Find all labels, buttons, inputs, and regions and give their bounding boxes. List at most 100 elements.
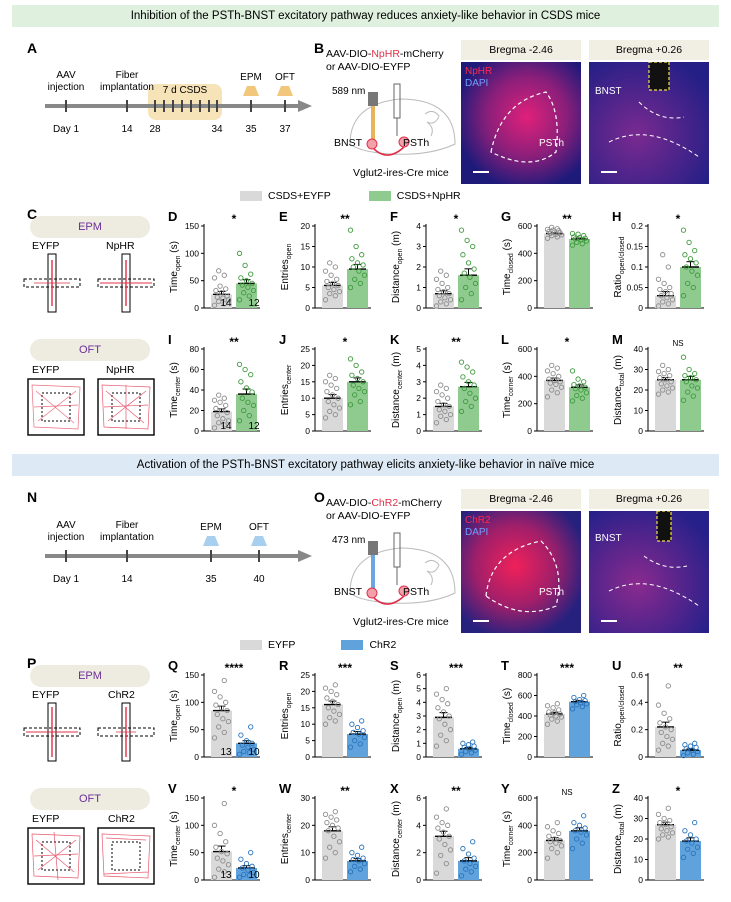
data-point bbox=[332, 375, 338, 382]
micro-title: Bregma +0.26 bbox=[589, 40, 709, 60]
data-point bbox=[221, 800, 227, 807]
data-point bbox=[669, 297, 676, 303]
y-axis-label-main: Distance bbox=[391, 264, 402, 303]
data-point bbox=[445, 284, 451, 291]
data-point bbox=[327, 291, 333, 297]
y-axis-label-sub: open bbox=[397, 698, 404, 714]
y-tick-label: 0.2 bbox=[631, 725, 643, 735]
chart-E: E Entriesopen 0 5 10 15 20 ** bbox=[279, 209, 371, 313]
y-tick-label: 600 bbox=[518, 344, 532, 354]
data-point bbox=[211, 822, 218, 828]
data-point bbox=[682, 252, 688, 258]
significance-label: NS bbox=[561, 788, 572, 797]
y-axis-label: Timeopen (s) bbox=[169, 690, 182, 742]
data-point bbox=[581, 379, 587, 385]
data-point bbox=[445, 395, 451, 401]
data-point bbox=[664, 733, 670, 740]
maze-group: ChR2 bbox=[108, 689, 135, 701]
y-axis-label-sub: center bbox=[175, 376, 182, 396]
data-point bbox=[239, 742, 245, 748]
y-tick-label: 0 bbox=[305, 303, 310, 313]
data-point bbox=[463, 866, 469, 872]
data-point bbox=[332, 411, 338, 418]
data-point bbox=[322, 379, 329, 385]
y-tick-label: 15 bbox=[301, 242, 311, 252]
data-point bbox=[357, 398, 363, 405]
data-point bbox=[443, 272, 449, 278]
chart-F: F Distanceopen (m) 0 1 2 3 4 * bbox=[390, 209, 482, 313]
y-axis-label-sub: total bbox=[619, 821, 626, 835]
bar-treatment bbox=[347, 734, 368, 757]
data-point bbox=[239, 282, 245, 288]
y-axis-label-sub: corner bbox=[508, 825, 515, 846]
data-point bbox=[664, 383, 670, 389]
panel-letter: A bbox=[27, 40, 38, 56]
y-axis-label-main: Entries bbox=[280, 708, 291, 739]
data-point bbox=[440, 709, 447, 715]
data-point bbox=[693, 836, 699, 842]
y-axis-label-unit: (m) bbox=[391, 352, 402, 370]
timeline-arrow bbox=[298, 550, 312, 562]
data-point bbox=[470, 369, 476, 375]
data-point bbox=[325, 705, 331, 711]
data-point bbox=[665, 683, 671, 689]
bar-treatment bbox=[569, 830, 590, 880]
y-tick-label: 400 bbox=[518, 248, 532, 258]
y-tick-label: 200 bbox=[518, 276, 532, 286]
bar-control bbox=[433, 717, 454, 757]
data-point bbox=[349, 256, 355, 262]
legend-label: ChR2 bbox=[369, 639, 397, 651]
y-axis-label-sub: center bbox=[286, 813, 293, 833]
data-point bbox=[241, 290, 247, 296]
significance-label: ** bbox=[229, 335, 239, 349]
y-axis-label-unit: (s) bbox=[169, 690, 180, 704]
panel-letter: Z bbox=[612, 781, 620, 796]
data-point bbox=[658, 381, 664, 387]
bar-treatment bbox=[569, 238, 590, 308]
data-point bbox=[554, 701, 560, 707]
maze-group: EYFP bbox=[32, 689, 60, 701]
y-axis-label: Timecenter (s) bbox=[169, 811, 182, 867]
data-point bbox=[668, 291, 674, 297]
data-point bbox=[218, 290, 225, 296]
data-point bbox=[220, 716, 226, 722]
data-point bbox=[357, 741, 363, 747]
data-point bbox=[217, 694, 223, 700]
data-point bbox=[445, 822, 451, 828]
data-point bbox=[665, 366, 671, 373]
data-point bbox=[436, 716, 442, 722]
legend-bottom: EYFP ChR2 bbox=[240, 639, 396, 651]
data-point bbox=[211, 735, 218, 741]
bar-treatment bbox=[569, 701, 590, 757]
data-point bbox=[657, 819, 663, 826]
data-point bbox=[443, 737, 449, 744]
data-point bbox=[325, 828, 331, 834]
data-point bbox=[661, 370, 667, 377]
panel-letter: S bbox=[390, 658, 399, 673]
y-tick-label: 0 bbox=[638, 875, 643, 885]
data-point bbox=[547, 839, 553, 845]
significance-label: NS bbox=[672, 339, 683, 348]
y-axis-label-main: Distance bbox=[613, 835, 624, 874]
bar-control bbox=[544, 840, 565, 880]
panel-letter: Q bbox=[168, 658, 178, 673]
data-point bbox=[544, 226, 551, 233]
data-point bbox=[655, 303, 662, 309]
panel-letter: K bbox=[390, 332, 400, 347]
data-point bbox=[361, 388, 368, 395]
significance-label: * bbox=[565, 335, 570, 349]
y-axis-label-sub: closed bbox=[508, 702, 515, 722]
data-point bbox=[468, 403, 474, 410]
tl-day: 28 bbox=[149, 124, 161, 135]
data-point bbox=[460, 845, 466, 852]
y-tick-label: 30 bbox=[634, 814, 644, 824]
y-tick-label: 5 bbox=[305, 410, 310, 420]
maze-group: EYFP bbox=[32, 813, 60, 825]
data-point bbox=[468, 291, 474, 297]
data-point bbox=[250, 746, 257, 752]
data-point bbox=[433, 870, 440, 876]
data-point bbox=[686, 239, 692, 246]
tl-csds-label: 7 d CSDS bbox=[163, 85, 208, 96]
legend-top: CSDS+EYFP CSDS+NpHR bbox=[240, 190, 461, 202]
y-axis-label-sub: center bbox=[397, 369, 404, 389]
